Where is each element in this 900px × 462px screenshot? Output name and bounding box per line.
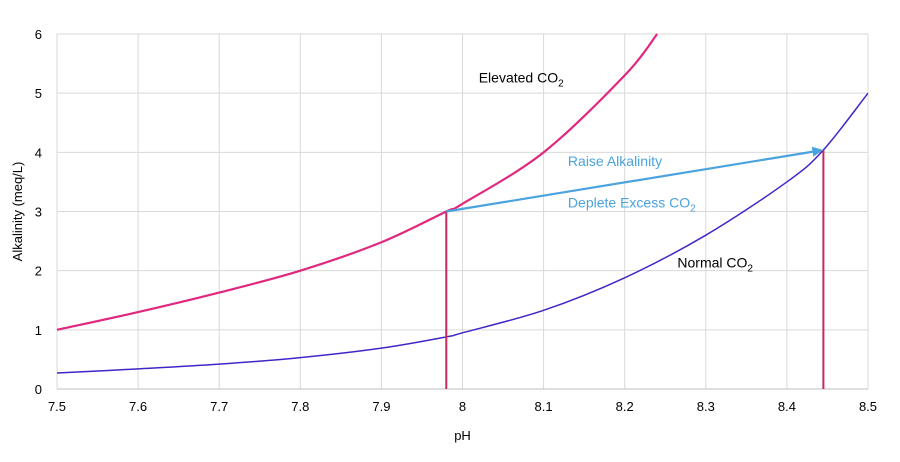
annotation-normal-subscript: 2 bbox=[747, 264, 753, 275]
y-tick-label: 4 bbox=[35, 145, 42, 160]
x-tick-label: 7.6 bbox=[129, 399, 147, 414]
elevated-co2-line bbox=[56, 33, 659, 331]
y-tick-label: 1 bbox=[35, 323, 42, 338]
annotation-elevated-subscript: 2 bbox=[558, 79, 564, 90]
y-axis-title: Alkalinity (meq/L) bbox=[10, 162, 25, 262]
x-tick-label: 7.5 bbox=[48, 399, 66, 414]
y-tick-label: 5 bbox=[35, 86, 42, 101]
series-lines bbox=[56, 33, 869, 374]
annotation-deplete-subscript: 2 bbox=[690, 203, 696, 214]
x-tick-label: 8.4 bbox=[778, 399, 796, 414]
x-tick-label: 8.2 bbox=[616, 399, 634, 414]
x-tick-label: 8.5 bbox=[859, 399, 877, 414]
x-tick-label: 7.7 bbox=[210, 399, 228, 414]
annotation-deplete-text: Deplete Excess CO bbox=[568, 194, 690, 210]
annotation-normal-text: Normal CO bbox=[677, 255, 747, 271]
overlays bbox=[445, 146, 825, 389]
normal-co2-line bbox=[56, 92, 869, 374]
x-tick-label: 8.1 bbox=[535, 399, 553, 414]
annotation-raise: Raise Alkalinity bbox=[568, 153, 662, 169]
x-axis-title: pH bbox=[454, 428, 471, 443]
annotation-elevated-text: Elevated CO bbox=[479, 70, 558, 86]
x-tick-label: 8 bbox=[459, 399, 466, 414]
annotation-deplete: Deplete Excess CO2 bbox=[568, 194, 696, 214]
annotation-normal: Normal CO2 bbox=[677, 255, 753, 275]
y-tick-label: 2 bbox=[35, 264, 42, 279]
x-tick-label: 8.3 bbox=[697, 399, 715, 414]
y-tick-label: 3 bbox=[35, 205, 42, 220]
x-tick-label: 7.9 bbox=[372, 399, 390, 414]
arrow-head bbox=[811, 146, 824, 157]
annotation-raise-text: Raise Alkalinity bbox=[568, 153, 662, 169]
tick-labels: 7.5 7.6 7.7 7.8 7.9 8 8.1 8.2 8.3 8.4 8.5 0 1 2 3 4 5 6 bbox=[35, 27, 877, 414]
grid-lines bbox=[56, 33, 869, 389]
y-tick-label: 0 bbox=[35, 382, 42, 397]
annotation-elevated: Elevated CO2 bbox=[479, 70, 564, 90]
arrow-shaft bbox=[446, 150, 813, 213]
x-tick-label: 7.8 bbox=[291, 399, 309, 414]
y-tick-label: 6 bbox=[35, 27, 42, 42]
